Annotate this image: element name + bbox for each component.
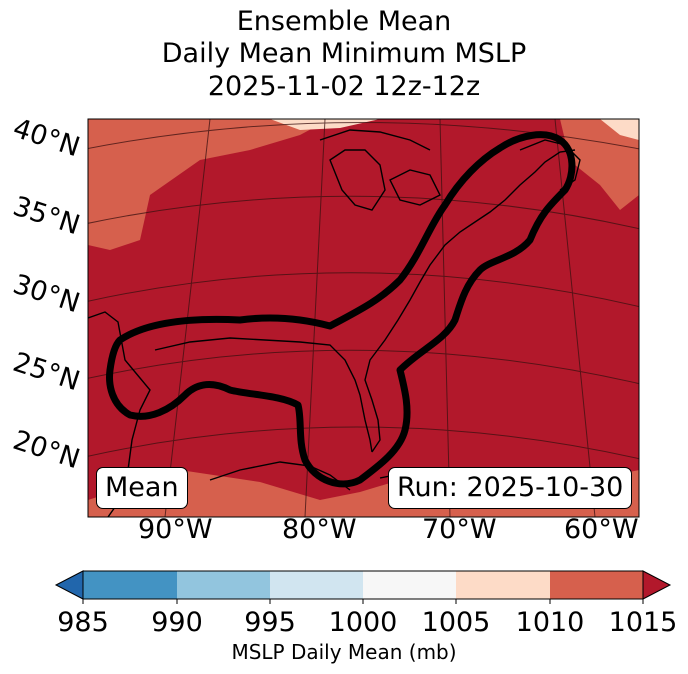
colorbar-label: MSLP Daily Mean (mb) bbox=[231, 640, 457, 664]
lon-label-90w: 90°W bbox=[138, 514, 213, 545]
colorbar-bin-1005-1010 bbox=[456, 571, 550, 599]
run-date-label-box: Run: 2025-10-30 bbox=[388, 467, 633, 509]
pressure-fill-1005-1010-northwest bbox=[88, 119, 330, 250]
coastlines bbox=[88, 129, 581, 517]
colorbar-tick-985: 985 bbox=[57, 607, 109, 638]
chart-title-line2: Daily Mean Minimum MSLP bbox=[161, 38, 527, 69]
colorbar-bin-995-1000 bbox=[270, 571, 363, 599]
colorbar-ticks bbox=[82, 599, 644, 604]
lon-label-70w: 70°W bbox=[422, 514, 497, 545]
map-frame bbox=[87, 118, 640, 518]
colorbar-tick-1010: 1010 bbox=[515, 607, 585, 638]
chart-title-line3: 2025-11-02 12z-12z bbox=[207, 71, 481, 102]
colorbar-bin-1000-1005 bbox=[363, 571, 456, 599]
pressure-fill-1000-1005-northeast bbox=[600, 119, 639, 140]
colorbar-bin-985-990 bbox=[83, 571, 177, 599]
ensemble-mean-contour bbox=[106, 131, 576, 488]
colorbar-extend-high bbox=[642, 570, 672, 600]
colorbar-tick-1015: 1015 bbox=[608, 607, 678, 638]
colorbar-tick-1000: 1000 bbox=[328, 607, 398, 638]
colorbar-tick-1005: 1005 bbox=[421, 607, 491, 638]
lon-label-80w: 80°W bbox=[282, 514, 357, 545]
colorbar-tick-990: 990 bbox=[151, 607, 203, 638]
mean-label-box: Mean bbox=[96, 467, 188, 509]
lon-label-60w: 60°W bbox=[564, 514, 639, 545]
colorbar-bin-990-995 bbox=[177, 571, 270, 599]
pressure-fill-1005-1010-northeast bbox=[560, 119, 639, 210]
colorbar-tick-995: 995 bbox=[244, 607, 296, 638]
chart-title-line1: Ensemble Mean bbox=[236, 6, 452, 37]
colorbar-extend-low bbox=[54, 570, 84, 600]
graticule bbox=[88, 119, 639, 517]
colorbar-bin-1010-1015 bbox=[550, 571, 643, 599]
